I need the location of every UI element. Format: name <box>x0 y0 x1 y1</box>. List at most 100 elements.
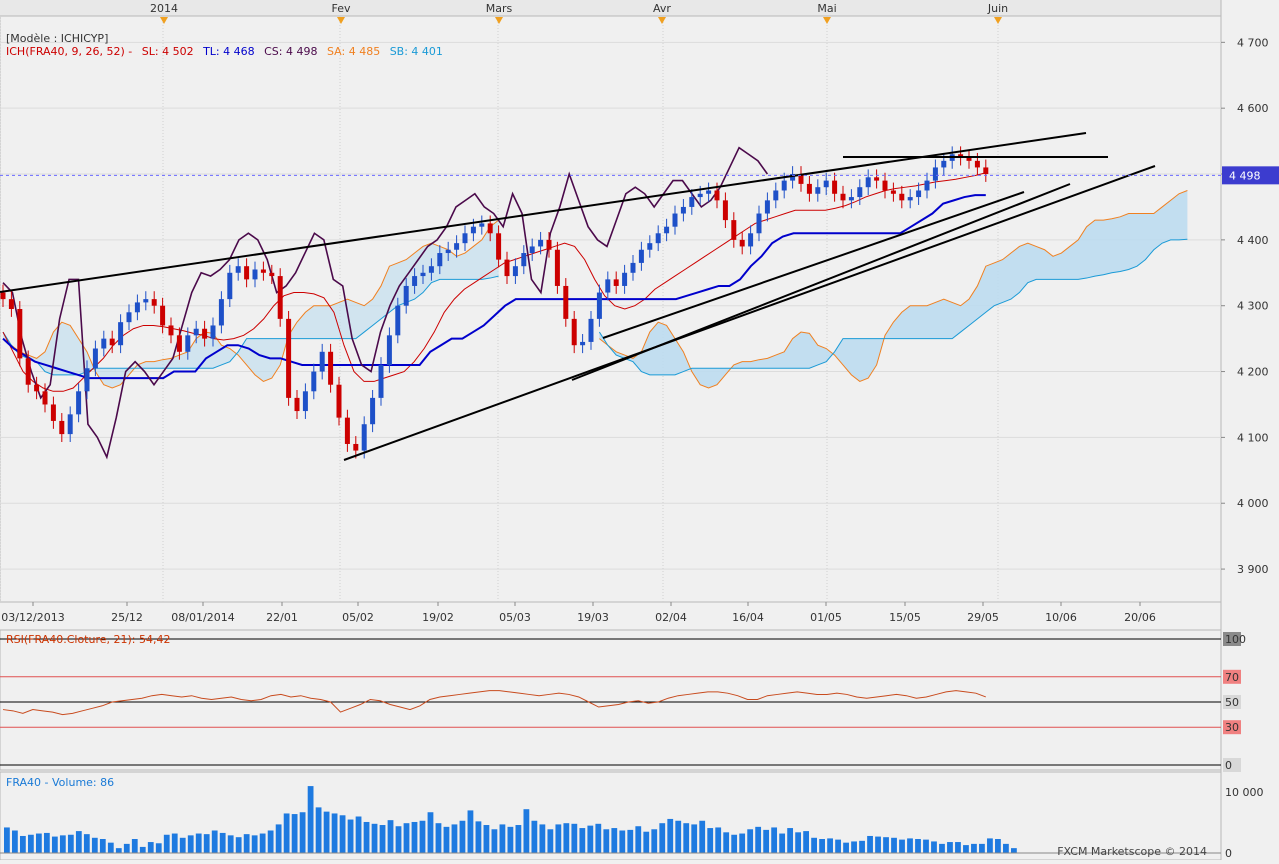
date-tick-label: 19/02 <box>422 611 454 624</box>
candle-body <box>924 180 930 191</box>
legend-sa: SA: 4 485 <box>326 45 381 58</box>
candle-body <box>689 197 695 207</box>
top-marker-arrow <box>495 17 503 24</box>
volume-bar <box>851 841 857 853</box>
volume-bar <box>795 832 802 853</box>
candle-body <box>395 305 401 336</box>
volume-bar <box>891 837 897 853</box>
candle-body <box>260 269 266 273</box>
volume-bar <box>707 828 714 853</box>
volume-bar <box>419 820 426 853</box>
candle-body <box>983 167 989 175</box>
volume-bar <box>323 811 330 853</box>
candle-body <box>680 206 686 214</box>
volume-bar <box>763 829 770 853</box>
candle-body <box>353 443 359 451</box>
candle-body <box>563 285 569 319</box>
senkou-a-line-early <box>2 219 499 389</box>
volume-bar <box>723 832 730 853</box>
candle-body <box>42 391 48 405</box>
candle-body <box>50 404 56 421</box>
candle-body <box>143 299 149 303</box>
candle-body <box>412 276 418 286</box>
candle-body <box>328 351 334 385</box>
volume-bar <box>683 823 690 853</box>
volume-bar <box>459 820 466 853</box>
candle-body <box>756 213 762 234</box>
volume-bar <box>995 839 1001 853</box>
price-tick-label: 3 900 <box>1237 563 1269 576</box>
candle-body <box>160 305 166 326</box>
volume-bar <box>755 826 762 853</box>
candle-body <box>67 414 73 435</box>
volume-bar <box>819 839 825 853</box>
volume-bar <box>379 825 386 853</box>
candle-body <box>0 292 6 300</box>
candlesticks <box>0 146 989 459</box>
candle-body <box>193 328 199 336</box>
volume-bar <box>515 825 522 853</box>
candle-body <box>605 279 611 293</box>
volume-bar <box>587 825 594 853</box>
ichimoku-lines <box>2 146 986 460</box>
candle-body <box>655 233 661 244</box>
candle-body <box>916 190 922 198</box>
chikou-span-line <box>2 146 769 460</box>
candle-body <box>378 364 384 398</box>
candle-body <box>848 197 854 201</box>
volume-bar <box>171 833 178 853</box>
candle-body <box>512 266 518 277</box>
price-tick-label: 4 700 <box>1237 36 1269 49</box>
candle-body <box>176 335 182 352</box>
candle-body <box>84 368 90 392</box>
candle-body <box>76 391 82 415</box>
volume-bar <box>19 835 26 853</box>
volume-title: FRA40 - Volume: 86 <box>6 776 115 789</box>
candle-body <box>227 272 233 300</box>
date-tick-label: 25/12 <box>111 611 143 624</box>
volume-bar <box>147 842 154 853</box>
candle-body <box>596 292 602 319</box>
volume-bar <box>619 830 626 853</box>
volume-bar <box>291 814 298 853</box>
candle-body <box>941 160 947 168</box>
candle-body <box>336 384 342 418</box>
rsi-level-label: 30 <box>1225 721 1239 734</box>
volume-bar <box>275 824 282 853</box>
candle-body <box>109 338 115 346</box>
candle-body <box>521 253 527 267</box>
volume-bar <box>907 838 913 853</box>
price-tick-label: 4 600 <box>1237 102 1269 115</box>
top-marker-arrow <box>160 17 168 24</box>
candle-body <box>739 239 745 247</box>
candle-body <box>454 243 460 250</box>
volume-bar <box>667 818 674 853</box>
volume-bar <box>235 837 242 853</box>
candle-body <box>218 299 224 326</box>
candle-body <box>697 193 703 198</box>
candle-body <box>546 239 552 250</box>
volume-bar <box>563 823 570 853</box>
volume-bar <box>611 828 618 853</box>
price-tick-label: 4 300 <box>1237 300 1269 313</box>
candle-body <box>781 180 787 191</box>
candle-body <box>126 312 132 323</box>
volume-bar <box>75 831 82 853</box>
volume-bar <box>955 842 961 853</box>
volume-bar <box>11 830 18 853</box>
senkou-a-line <box>599 190 1188 389</box>
date-tick-label: 22/01 <box>266 611 298 624</box>
volume-bar <box>643 831 650 853</box>
candle-body <box>538 239 544 247</box>
candle-body <box>294 397 300 412</box>
candle-body <box>420 272 426 277</box>
volume-bar <box>923 839 929 853</box>
candle-body <box>302 391 308 412</box>
volume-bar <box>227 835 234 853</box>
candle-body <box>185 335 191 352</box>
volume-bar <box>979 843 985 853</box>
volume-bar <box>635 826 642 853</box>
candle-body <box>370 397 376 425</box>
volume-bar <box>539 824 546 853</box>
